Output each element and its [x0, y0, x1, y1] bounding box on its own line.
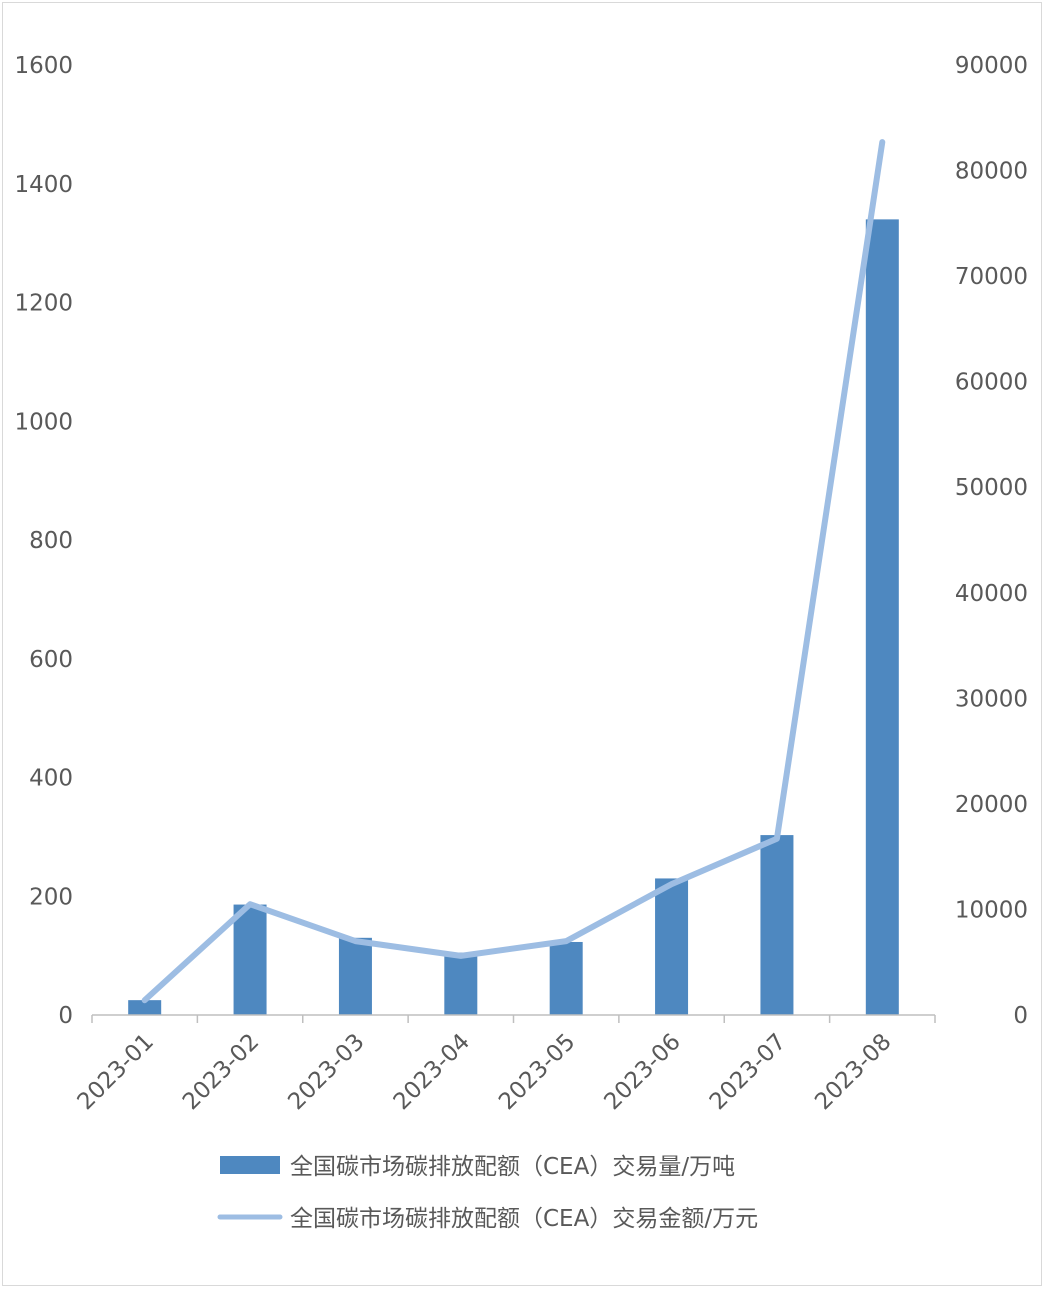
left-tick-label: 1000 [14, 409, 73, 435]
x-tick-label: 2023-07 [705, 1029, 791, 1115]
x-axis-labels: 2023-01 2023-02 2023-03 2023-04 2023-05 2023-… [73, 1029, 897, 1115]
legend-line-label: 全国碳市场碳排放配额（CEA）交易金额/万元 [290, 1206, 758, 1232]
right-tick-label: 20000 [955, 792, 1028, 818]
bar-2023-08 [865, 219, 899, 1015]
legend-bar-label: 全国碳市场碳排放配额（CEA）交易量/万吨 [290, 1154, 735, 1180]
line-series [141, 139, 886, 1004]
right-tick-label: 30000 [955, 686, 1028, 712]
line-series-path [141, 139, 886, 1004]
left-tick-label: 200 [29, 884, 73, 910]
bar-2023-07 [760, 835, 794, 1015]
x-tick-label: 2023-05 [494, 1029, 580, 1115]
x-tick-label: 2023-04 [389, 1029, 475, 1115]
x-tick-label: 2023-01 [73, 1029, 159, 1115]
bar-2023-01 [128, 1000, 162, 1015]
x-tick-label: 2023-08 [810, 1029, 896, 1115]
bar-2023-02 [233, 904, 267, 1015]
left-tick-label: 1400 [14, 172, 73, 198]
right-tick-label: 10000 [955, 897, 1028, 923]
left-tick-label: 800 [29, 528, 73, 554]
x-tick-label: 2023-03 [283, 1029, 369, 1115]
left-tick-label: 1200 [14, 291, 73, 317]
right-tick-label: 80000 [955, 159, 1028, 185]
bar-2023-06 [655, 878, 689, 1015]
bar-2023-05 [549, 941, 583, 1015]
left-tick-label: 600 [29, 647, 73, 673]
left-tick-label: 0 [58, 1003, 73, 1029]
right-tick-label: 40000 [955, 581, 1028, 607]
bar-series [128, 219, 899, 1015]
right-tick-label: 50000 [955, 475, 1028, 501]
left-tick-label: 400 [29, 766, 73, 792]
left-tick-label: 1600 [14, 53, 73, 79]
x-tick-label: 2023-02 [178, 1029, 264, 1115]
x-axis-ticks [91, 1015, 936, 1023]
legend: 全国碳市场碳排放配额（CEA）交易量/万吨 全国碳市场碳排放配额（CEA）交易金… [217, 1154, 758, 1232]
legend-bar-swatch [220, 1156, 280, 1174]
left-axis-ticks: 0 200 400 600 800 1000 1200 1400 1600 [14, 53, 73, 1029]
right-axis-ticks: 0 10000 20000 30000 40000 50000 60000 70000 8000… [955, 53, 1028, 1029]
bar-2023-03 [338, 937, 372, 1015]
right-tick-label: 90000 [955, 53, 1028, 79]
right-tick-label: 60000 [955, 370, 1028, 396]
x-tick-label: 2023-06 [599, 1029, 685, 1115]
right-tick-label: 0 [1013, 1003, 1028, 1029]
right-tick-label: 70000 [955, 264, 1028, 290]
bar-2023-04 [444, 952, 478, 1015]
